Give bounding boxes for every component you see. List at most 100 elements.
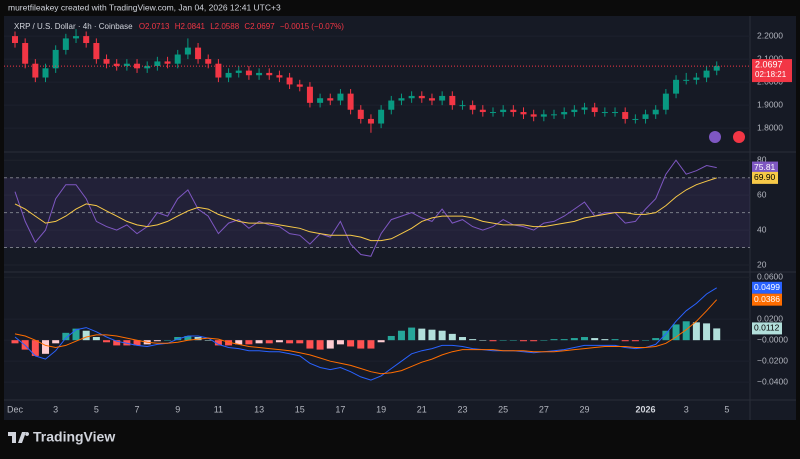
candle-body [449, 95, 456, 106]
histogram-bar [367, 340, 375, 349]
histogram-bar [662, 330, 670, 341]
histogram-bar [255, 340, 263, 344]
y-tick-label: −0.0000 [757, 334, 788, 344]
last-price: 2.0697 [755, 59, 783, 69]
candle-body [551, 114, 558, 116]
candle-body [256, 72, 263, 76]
x-tick-label: 2026 [636, 404, 656, 414]
value-label: 69.90 [754, 172, 776, 182]
candle-body [561, 112, 568, 115]
candle-body [245, 70, 252, 76]
brand: TradingView [33, 429, 115, 445]
candle-body [62, 38, 69, 50]
histogram-bar [601, 339, 609, 341]
histogram-bar [408, 327, 416, 341]
candle-body [673, 79, 680, 94]
histogram-bar [194, 337, 202, 341]
value-label-box [752, 161, 778, 174]
candle-body [520, 112, 527, 115]
candle-body [632, 118, 639, 120]
candle-body [500, 109, 507, 113]
x-tick-label: 7 [135, 404, 140, 414]
x-tick-label: 21 [417, 404, 427, 414]
change: −0.0015 (−0.07%) [280, 22, 344, 31]
histogram-bar [499, 340, 507, 341]
histogram-bar [489, 340, 497, 342]
histogram-bar [570, 338, 578, 341]
x-tick-label: 15 [295, 404, 305, 414]
candle-body [144, 66, 151, 69]
x-tick-label: 17 [335, 404, 345, 414]
candle-body [317, 98, 324, 103]
histogram-bar [530, 340, 538, 342]
histogram-bar [631, 340, 639, 342]
candle-body [195, 47, 202, 60]
histogram-bar [469, 339, 477, 341]
histogram-bar [377, 340, 385, 343]
y-tick-label: 60 [757, 189, 767, 199]
series-line [14, 299, 718, 375]
candle-body [540, 114, 547, 117]
histogram-bar [621, 340, 629, 342]
x-tick-label: 3 [684, 404, 689, 414]
brand-logo [8, 432, 30, 443]
x-tick-label: 27 [539, 404, 549, 414]
event-icon[interactable] [709, 131, 721, 143]
histogram-bar [164, 340, 172, 341]
histogram-bar [397, 330, 405, 341]
histogram-bar [652, 338, 660, 341]
histogram-bar [428, 329, 436, 341]
y-tick-label: 20 [757, 259, 767, 269]
candle-body [22, 43, 29, 64]
histogram-bar [265, 340, 273, 344]
candle-body [357, 109, 364, 119]
histogram-bar [692, 322, 700, 341]
histogram-bar [92, 337, 100, 341]
histogram-bar [296, 340, 304, 344]
value-label: 0.0499 [754, 282, 780, 292]
flag-icon[interactable] [733, 131, 745, 143]
histogram-bar [448, 333, 456, 341]
legend-row: XRP / U.S. Dollar · 4h · Coinbase O2.071… [14, 22, 344, 31]
candle-body [662, 93, 669, 110]
histogram-bar [713, 328, 721, 341]
candle-body [652, 109, 659, 115]
y-tick-label: 80 [757, 154, 767, 164]
x-tick-label: 23 [457, 404, 467, 414]
candle-body [612, 112, 619, 114]
x-tick-label: 9 [175, 404, 180, 414]
candle-body [276, 75, 283, 78]
candle-body [439, 95, 446, 101]
y-tick-label: −0.0400 [757, 376, 788, 386]
ohlc: C2.0697 [244, 22, 275, 31]
candle-body [530, 114, 537, 117]
candle-body [622, 112, 629, 119]
histogram-bar [11, 340, 19, 344]
candle-body [83, 36, 90, 44]
candle-body [327, 98, 334, 101]
candle-body [378, 109, 385, 124]
candle-body [205, 59, 212, 64]
x-tick-label: Dec [7, 404, 24, 414]
y-tick-label: 1.8000 [757, 122, 783, 132]
histogram-bar [642, 340, 650, 341]
candle-body [32, 63, 39, 78]
x-tick-label: 5 [724, 404, 729, 414]
countdown: 02:18:21 [755, 70, 787, 79]
histogram-bar [245, 340, 253, 345]
histogram-bar [550, 339, 558, 341]
series-line [14, 287, 717, 381]
value-label: 0.0386 [754, 294, 780, 304]
header: muretfileakey created with TradingView.c… [8, 2, 281, 12]
candle-body [113, 63, 120, 67]
histogram-bar [286, 340, 294, 344]
y-tick-label: 0.0600 [757, 271, 783, 281]
logo-mark [8, 432, 30, 443]
candle-body [266, 72, 273, 76]
histogram-bar [204, 340, 212, 341]
candle-body [388, 100, 395, 110]
candle-body [489, 112, 496, 114]
candle-body [469, 105, 476, 110]
candle-body [459, 105, 466, 107]
